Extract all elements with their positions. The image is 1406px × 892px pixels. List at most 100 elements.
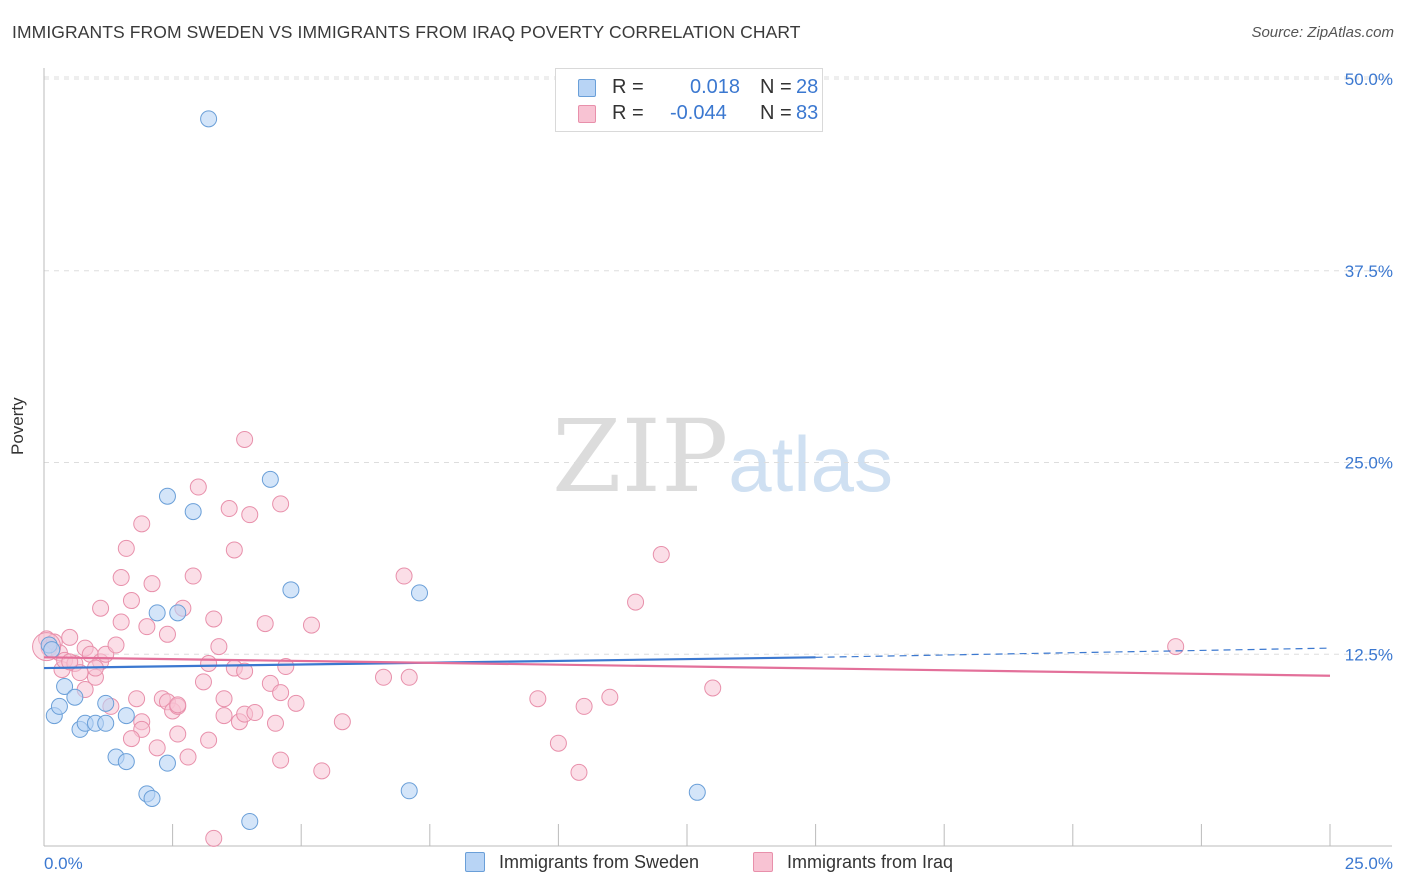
iraq-point [627, 593, 645, 611]
y-axis-label: Poverty [8, 397, 27, 455]
iraq-point [287, 694, 305, 712]
sweden-point [400, 782, 418, 800]
iraq-point [272, 684, 290, 702]
sweden-point [688, 783, 706, 801]
iraq-point [215, 690, 233, 708]
sweden-point [148, 604, 166, 622]
iraq-point [236, 430, 254, 448]
iraq-point [575, 697, 593, 715]
y-tick-label: 25.0% [1345, 454, 1393, 473]
sweden-point [117, 707, 135, 725]
y-tick-label: 50.0% [1345, 70, 1393, 89]
stats-legend: R = 0.018 N = 28 R = -0.044 N = 83 [555, 68, 823, 132]
axes-layer [43, 68, 1392, 847]
iraq-point [148, 739, 166, 757]
iraq-point [220, 500, 238, 518]
sweden-trend-extension [815, 647, 1331, 658]
iraq-point [529, 690, 547, 708]
iraq-point [272, 751, 290, 769]
iraq-point [117, 539, 135, 557]
chart-title: IMMIGRANTS FROM SWEDEN VS IMMIGRANTS FRO… [12, 22, 801, 42]
iraq-swatch [578, 105, 596, 123]
iraq-point [704, 679, 722, 697]
iraq-point [241, 506, 259, 524]
sweden-point [184, 503, 202, 521]
iraq-point [277, 658, 295, 676]
iraq-point [256, 615, 274, 633]
watermark-atlas: atlas [728, 420, 894, 508]
iraq-point [200, 654, 218, 672]
iraq-point [333, 713, 351, 731]
x-tick-label: 25.0% [1345, 854, 1393, 873]
grid-layer [44, 76, 1392, 655]
iraq-point [570, 763, 588, 781]
iraq-point [601, 688, 619, 706]
watermark: ZIPatlas [552, 398, 893, 515]
sweden-point [117, 753, 135, 771]
iraq-point [138, 618, 156, 636]
iraq-points-layer [32, 430, 1185, 847]
sweden-point [411, 584, 429, 602]
iraq-point [194, 673, 212, 691]
iraq-point [158, 625, 176, 643]
sweden-point [200, 110, 218, 128]
iraq-point [400, 668, 418, 686]
r-value: -0.044 [670, 102, 727, 124]
iraq-point [215, 707, 233, 725]
legend-label-iraq: Immigrants from Iraq [787, 852, 954, 872]
sweden-swatch [465, 852, 485, 872]
iraq-point [169, 696, 187, 714]
iraq-point [169, 725, 187, 743]
sweden-point [241, 812, 259, 830]
iraq-point [236, 662, 254, 680]
n-value: 83 [796, 102, 819, 124]
r-label: R = [612, 102, 644, 124]
source-label: Source: ZipAtlas.com [1251, 24, 1394, 41]
iraq-point [179, 748, 197, 766]
x-tick-label: 0.0% [44, 854, 83, 873]
iraq-point [112, 613, 130, 631]
legend-label-sweden: Immigrants from Sweden [499, 852, 700, 872]
iraq-trend-line [43, 656, 1331, 677]
y-tick-label: 12.5% [1345, 645, 1393, 664]
iraq-point [128, 690, 146, 708]
iraq-point [61, 628, 79, 646]
sweden-point [56, 677, 74, 695]
sweden-point [143, 789, 161, 807]
sweden-point [66, 688, 84, 706]
iraq-point [272, 495, 290, 513]
iraq-point [1167, 638, 1185, 656]
iraq-point [143, 575, 161, 593]
iraq-point [205, 829, 223, 847]
sweden-points-layer [40, 110, 706, 830]
iraq-swatch [753, 852, 773, 872]
trend-lines-layer [43, 647, 1331, 677]
sweden-point [158, 487, 176, 505]
iraq-point [375, 668, 393, 686]
sweden-point [50, 697, 68, 715]
tick-labels-layer: 12.5% 25.0% 37.5% 50.0% 0.0% 25.0% [44, 70, 1393, 873]
iraq-point [549, 734, 567, 752]
iraq-point [210, 638, 228, 656]
iraq-point [189, 478, 207, 496]
sweden-point [158, 754, 176, 772]
iraq-point [225, 541, 243, 559]
iraq-point [313, 762, 331, 780]
iraq-point [652, 546, 670, 564]
iraq-point [246, 704, 264, 722]
sweden-swatch [578, 79, 596, 97]
iraq-point [112, 569, 130, 587]
sweden-point [43, 641, 61, 659]
sweden-point [169, 604, 187, 622]
iraq-point [200, 731, 218, 749]
iraq-point [184, 567, 202, 585]
iraq-point [133, 515, 151, 533]
iraq-point [266, 714, 284, 732]
sweden-point [282, 581, 300, 599]
iraq-point [205, 610, 223, 628]
n-value: 28 [796, 76, 819, 98]
iraq-point [122, 730, 140, 748]
sweden-point [97, 694, 115, 712]
iraq-point [92, 599, 110, 617]
